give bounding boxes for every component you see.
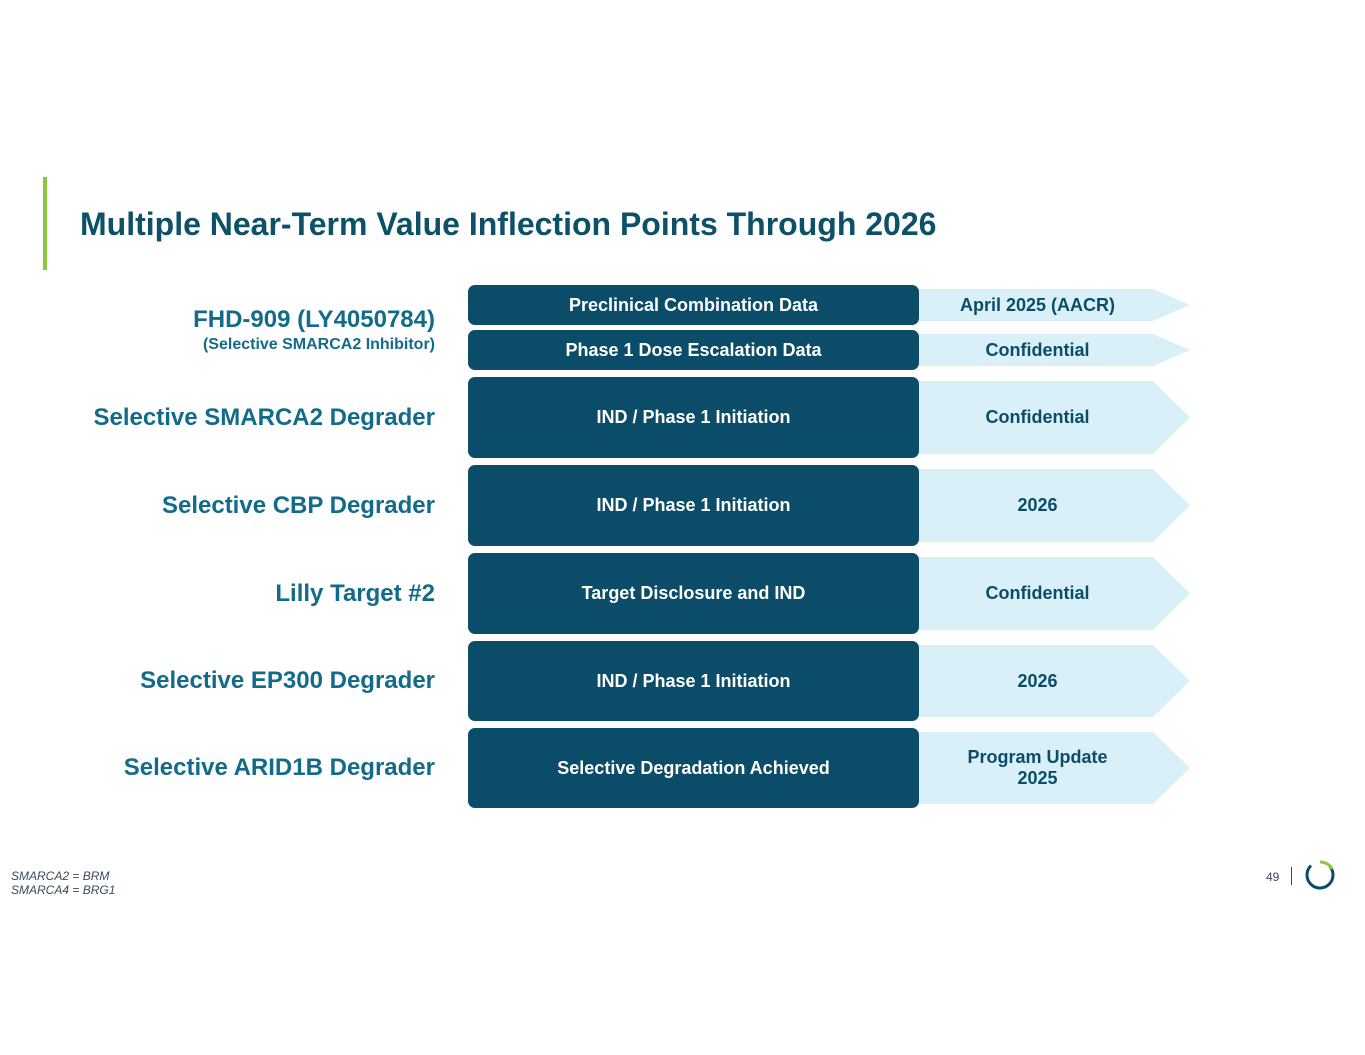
timing: Confidential xyxy=(985,407,1090,427)
milestone-box: Phase 1 Dose Escalation Data xyxy=(468,330,919,370)
divider xyxy=(1291,867,1292,885)
timing: April 2025 (AACR) xyxy=(959,294,1116,315)
timing: 2026 xyxy=(1017,495,1058,515)
footnote: SMARCA2 = BRM xyxy=(11,869,110,883)
timing-arrow: 2026 xyxy=(915,645,1190,717)
program-name: Selective ARID1B Degrader xyxy=(123,754,435,781)
logo xyxy=(1305,860,1335,890)
program-subtitle: (Selective SMARCA2 Inhibitor) xyxy=(202,335,435,353)
program-name: Selective EP300 Degrader xyxy=(140,667,435,694)
timing-arrow: Program Update 2025 xyxy=(915,732,1190,804)
timing-arrow: April 2025 (AACR) xyxy=(915,289,1190,321)
milestone-box: IND / Phase 1 Initiation xyxy=(468,641,919,721)
timing-arrow: Confidential xyxy=(915,334,1190,366)
milestone-box: IND / Phase 1 Initiation xyxy=(468,465,919,546)
timing: Program Update 2025 xyxy=(967,747,1108,788)
timing-arrow: 2026 xyxy=(915,469,1190,542)
timing: Confidential xyxy=(985,583,1090,603)
footnote: SMARCA4 = BRG1 xyxy=(11,883,116,897)
program-name: Lilly Target #2 xyxy=(275,579,435,607)
timing: Confidential xyxy=(985,339,1090,360)
timing-arrow: Confidential xyxy=(915,381,1190,454)
milestone-box: Target Disclosure and IND xyxy=(468,553,919,634)
program-name: FHD-909 (LY4050784) xyxy=(193,305,435,333)
accent-bar xyxy=(43,177,47,270)
program-name: Selective SMARCA2 Degrader xyxy=(93,403,435,431)
slide-title: Multiple Near-Term Value Inflection Poin… xyxy=(80,206,937,242)
milestone-box: IND / Phase 1 Initiation xyxy=(468,377,919,458)
timing: 2026 xyxy=(1017,670,1058,691)
page-number: 49 xyxy=(1266,870,1280,884)
milestone-box: Selective Degradation Achieved xyxy=(468,728,919,808)
timing-arrow: Confidential xyxy=(915,557,1190,630)
milestone-box: Preclinical Combination Data xyxy=(468,285,919,325)
program-name: Selective CBP Degrader xyxy=(161,491,435,519)
